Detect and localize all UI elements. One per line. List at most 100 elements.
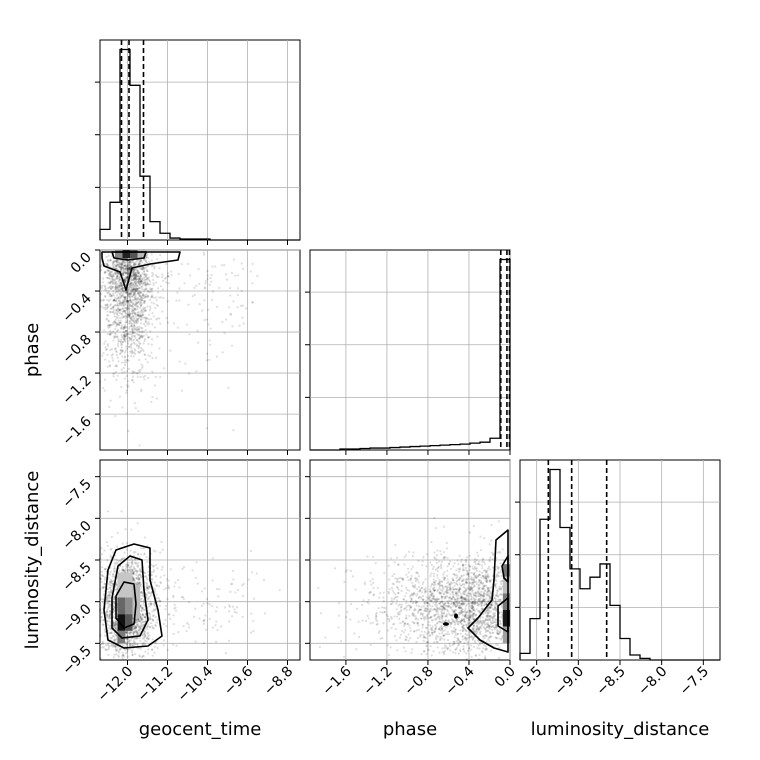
scatter-point	[209, 327, 212, 330]
scatter-point	[102, 351, 105, 355]
scatter-point	[129, 292, 133, 296]
scatter-point	[116, 263, 119, 267]
scatter-point	[141, 297, 144, 300]
quantile-lines	[120, 40, 145, 240]
scatter-point	[132, 326, 135, 329]
scatter-point	[125, 272, 128, 275]
scatter-point	[118, 284, 121, 287]
scatter-point	[126, 268, 129, 271]
scatter-point	[114, 308, 118, 312]
scatter-point	[209, 343, 212, 346]
scatter-point	[139, 334, 142, 337]
scatter-point	[119, 321, 122, 324]
scatter-point	[132, 329, 135, 332]
scatter-point	[137, 272, 140, 275]
scatter-point	[151, 323, 154, 326]
scatter-point	[185, 629, 188, 633]
scatter-point	[117, 297, 120, 300]
scatter-point	[117, 296, 120, 299]
scatter-point	[125, 333, 128, 336]
scatter-point	[129, 343, 132, 346]
scatter-point	[208, 617, 211, 621]
scatter-point	[147, 596, 151, 599]
scatter-point	[122, 267, 125, 270]
scatter-point	[115, 273, 118, 276]
scatter-point	[118, 302, 121, 305]
scatter-point	[441, 651, 444, 654]
scatter-point	[159, 600, 162, 603]
scatter-point	[127, 264, 130, 267]
scatter-point	[211, 290, 214, 293]
scatter-point	[142, 342, 145, 345]
scatter-point	[436, 646, 439, 649]
scatter-point	[130, 286, 133, 289]
scatter-point	[194, 576, 197, 579]
scatter-point	[121, 287, 124, 290]
scatter-point	[126, 314, 129, 317]
scatter-point	[376, 586, 379, 590]
scatter-point	[126, 307, 129, 311]
scatter-point	[117, 559, 120, 563]
scatter-point	[109, 303, 113, 306]
scatter-point	[144, 320, 148, 323]
scatter-point	[137, 618, 140, 622]
scatter-point	[104, 648, 107, 652]
scatter-point	[140, 285, 143, 288]
scatter-point	[130, 649, 133, 652]
scatter-point	[126, 306, 129, 309]
scatter-point	[176, 326, 179, 329]
scatter-point	[416, 587, 419, 591]
scatter-point	[117, 323, 121, 327]
scatter-point	[134, 569, 137, 572]
scatter-point	[124, 652, 127, 655]
scatter-point	[121, 658, 124, 661]
scatter-point	[131, 312, 134, 315]
scatter-point	[164, 604, 168, 608]
scatter-point	[146, 322, 149, 325]
scatter-point	[174, 609, 178, 612]
scatter-point	[126, 289, 130, 292]
scatter-point	[128, 568, 131, 571]
scatter-point	[127, 306, 130, 309]
scatter-point	[138, 290, 141, 293]
scatter-point	[131, 303, 134, 306]
scatter-point	[478, 574, 482, 577]
scatter-point	[161, 276, 164, 279]
scatter-point	[135, 344, 139, 348]
scatter-point	[131, 330, 134, 334]
scatter-point	[403, 607, 406, 610]
scatter-point	[129, 332, 132, 336]
scatter-point	[115, 276, 119, 279]
scatter-point	[405, 573, 408, 576]
scatter-point	[118, 263, 121, 266]
scatter-point	[223, 264, 226, 267]
scatter-point	[474, 560, 477, 564]
scatter-point	[394, 543, 397, 547]
scatter-point	[435, 605, 438, 608]
scatter-point	[108, 573, 112, 576]
scatter-point	[119, 349, 122, 352]
scatter-point	[160, 540, 163, 543]
scatter-point	[144, 259, 147, 262]
scatter-point	[132, 381, 135, 384]
scatter-point	[394, 593, 397, 596]
scatter-point	[126, 299, 129, 302]
scatter-point	[128, 267, 132, 270]
scatter-point	[458, 554, 461, 557]
scatter-point	[150, 253, 153, 256]
scatter-point	[202, 602, 205, 605]
scatter-point	[457, 643, 461, 646]
scatter-point	[126, 300, 129, 303]
scatter-point	[131, 309, 135, 312]
scatter-point	[138, 337, 141, 340]
scatter-point	[121, 289, 124, 292]
scatter-point	[140, 268, 144, 271]
scatter-point	[198, 617, 201, 620]
scatter-point	[138, 370, 141, 373]
scatter-point	[132, 288, 135, 291]
scatter-point	[442, 525, 445, 528]
scatter-point	[129, 549, 132, 552]
scatter-point	[426, 604, 429, 608]
scatter-point	[132, 268, 136, 271]
scatter-point	[479, 626, 482, 629]
